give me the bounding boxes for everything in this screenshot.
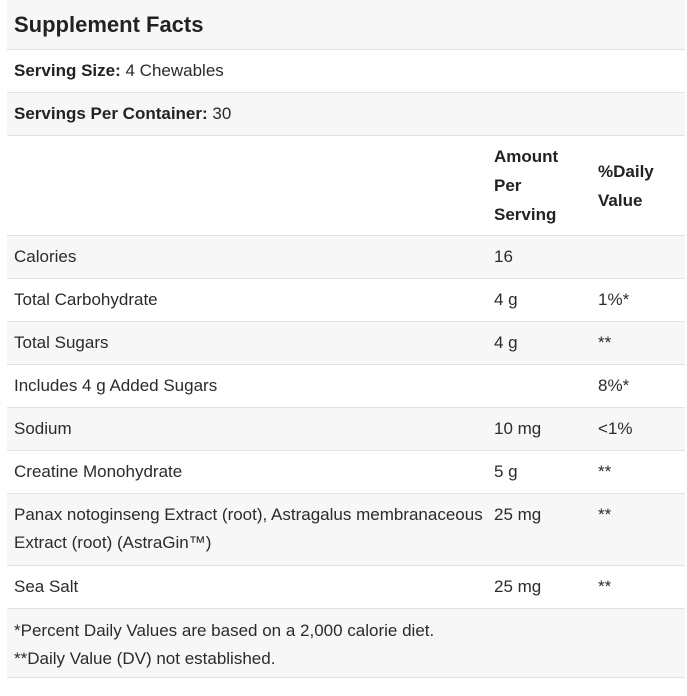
header-dv-line2: Value (598, 190, 643, 210)
table-row: Panax notoginseng Extract (root), Astrag… (7, 493, 685, 565)
nutrient-name: Includes 4 g Added Sugars (14, 376, 218, 395)
nutrient-amount: 5 g (494, 462, 518, 481)
table-title: Supplement Facts (14, 11, 204, 37)
header-amount-line1: Amount (494, 147, 559, 166)
table-row: Creatine Monohydrate 5 g ** (7, 450, 685, 493)
nutrient-name: Total Sugars (14, 333, 109, 352)
table-row: Total Sugars 4 g ** (7, 321, 685, 364)
nutrient-daily-value: 1%* (598, 290, 630, 309)
nutrient-amount: 4 g (494, 290, 518, 309)
nutrient-amount: 4 g (494, 333, 518, 352)
header-amount-line3: Serving (494, 205, 557, 224)
nutrient-name: Creatine Monohydrate (14, 462, 183, 481)
nutrient-daily-value: ** (598, 577, 612, 596)
footnotes: *Percent Daily Values are based on a 2,0… (7, 608, 685, 678)
nutrient-amount: 10 mg (494, 419, 542, 438)
title-row: Supplement Facts (7, 0, 685, 49)
nutrient-daily-value: <1% (598, 419, 633, 438)
nutrient-daily-value: ** (598, 462, 612, 481)
nutrient-name: Panax notoginseng Extract (root), Astrag… (14, 505, 483, 552)
nutrient-amount: 16 (494, 247, 513, 266)
nutrient-name: Sea Salt (14, 577, 79, 596)
nutrient-name: Calories (14, 247, 77, 266)
header-amount-line2: Per (494, 176, 522, 195)
serving-size-value: 4 Chewables (120, 61, 224, 80)
servings-per-container-label: Servings Per Container: (14, 104, 208, 123)
footnote-not-established: **Daily Value (DV) not established. (14, 649, 276, 668)
table-row: Calories 16 (7, 235, 685, 278)
footnote-daily-value: *Percent Daily Values are based on a 2,0… (14, 621, 435, 640)
table-row: Total Carbohydrate 4 g 1%* (7, 278, 685, 321)
header-amount: Amount Per Serving (494, 142, 598, 229)
table-row: Sea Salt 25 mg ** (7, 565, 685, 608)
nutrient-amount: 25 mg (494, 505, 542, 524)
servings-per-container-row: Servings Per Container: 30 (7, 92, 685, 135)
nutrient-daily-value: 8%* (598, 376, 630, 395)
header-daily-value: %Daily Value (598, 157, 685, 215)
serving-size-row: Serving Size: 4 Chewables (7, 49, 685, 92)
supplement-facts-table: Supplement Facts Serving Size: 4 Chewabl… (7, 0, 685, 678)
nutrient-amount: 25 mg (494, 577, 542, 596)
serving-size-label: Serving Size: (14, 61, 121, 80)
table-row: Sodium 10 mg <1% (7, 407, 685, 450)
nutrient-name: Total Carbohydrate (14, 290, 158, 309)
table-row: Includes 4 g Added Sugars 8%* (7, 364, 685, 407)
servings-per-container-value: 30 (207, 104, 232, 123)
column-header-row: Amount Per Serving %Daily Value (7, 135, 685, 235)
header-dv-line1: %Daily (598, 161, 654, 181)
nutrient-daily-value: ** (598, 333, 612, 352)
nutrient-name: Sodium (14, 419, 72, 438)
nutrient-daily-value: ** (598, 505, 612, 524)
